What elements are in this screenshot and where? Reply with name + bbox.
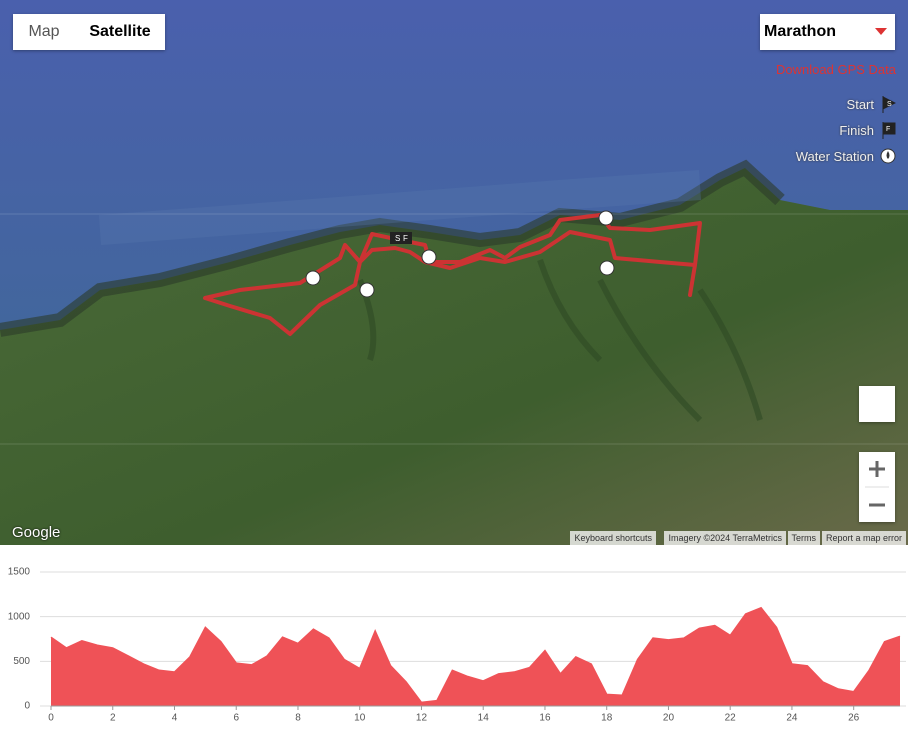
x-tick-label: 22 [725, 713, 737, 724]
x-tick-label: 26 [848, 713, 860, 724]
x-tick-label: 16 [539, 713, 551, 724]
y-tick-label: 0 [24, 701, 30, 712]
start-flag: S [882, 96, 896, 113]
legend-start: Start S [847, 94, 896, 114]
terms-link[interactable]: Terms [787, 531, 820, 545]
legend-label: Water Station [795, 148, 874, 164]
y-tick-label: 1000 [8, 611, 31, 622]
race-select[interactable]: Marathon [760, 14, 895, 50]
x-tick-label: 8 [295, 713, 301, 724]
x-tick-label: 20 [663, 713, 675, 724]
google-logo: Google [12, 524, 61, 541]
legend-label: Start [846, 96, 874, 112]
race-select-value: Marathon [764, 23, 836, 40]
fullscreen-button[interactable] [859, 386, 895, 422]
x-tick-label: 2 [110, 713, 116, 724]
legend-label: Finish [839, 122, 874, 138]
x-tick-label: 14 [478, 713, 490, 724]
y-tick-label: 1500 [8, 567, 31, 578]
x-tick-label: 6 [233, 713, 239, 724]
finish-flag: F [882, 122, 896, 139]
zoom-icons [865, 461, 889, 507]
report-link[interactable]: Report a map error [821, 531, 906, 545]
map-button[interactable]: Map [13, 14, 75, 50]
area-line [50, 606, 901, 704]
finish-marker-label: F [403, 234, 408, 243]
route [203, 213, 702, 336]
x-tick-label: 10 [354, 713, 366, 724]
legend-water: Water Station [796, 146, 896, 166]
water-icon [880, 148, 896, 164]
dropdown-arrow [875, 28, 887, 35]
x-tick-label: 0 [48, 713, 54, 724]
finish-icon: F [886, 126, 890, 133]
map[interactable]: S F Map Satellite Marathon Download GPS … [0, 0, 908, 545]
y-tick-label: 500 [13, 656, 30, 667]
legend-finish: Finish F [839, 120, 896, 140]
x-tick-label: 12 [416, 713, 428, 724]
x-tick-label: 24 [786, 713, 798, 724]
x-tick-label: 18 [601, 713, 613, 724]
keyboard-shortcuts[interactable]: Keyboard shortcuts [570, 531, 656, 545]
start-icon: S [887, 101, 892, 108]
zoom-control [859, 452, 895, 522]
satellite-button[interactable]: Satellite [75, 14, 165, 50]
area-fill [51, 607, 900, 706]
water-stations [305, 210, 615, 298]
start-marker-label: S [395, 234, 400, 243]
imagery-credit: Imagery ©2024 TerraMetrics [664, 531, 786, 545]
start-finish-marker [390, 232, 412, 244]
satellite-imagery: S F [0, 0, 908, 545]
x-tick-label: 4 [172, 713, 178, 724]
download-link[interactable]: Download GPS Data [776, 62, 896, 77]
